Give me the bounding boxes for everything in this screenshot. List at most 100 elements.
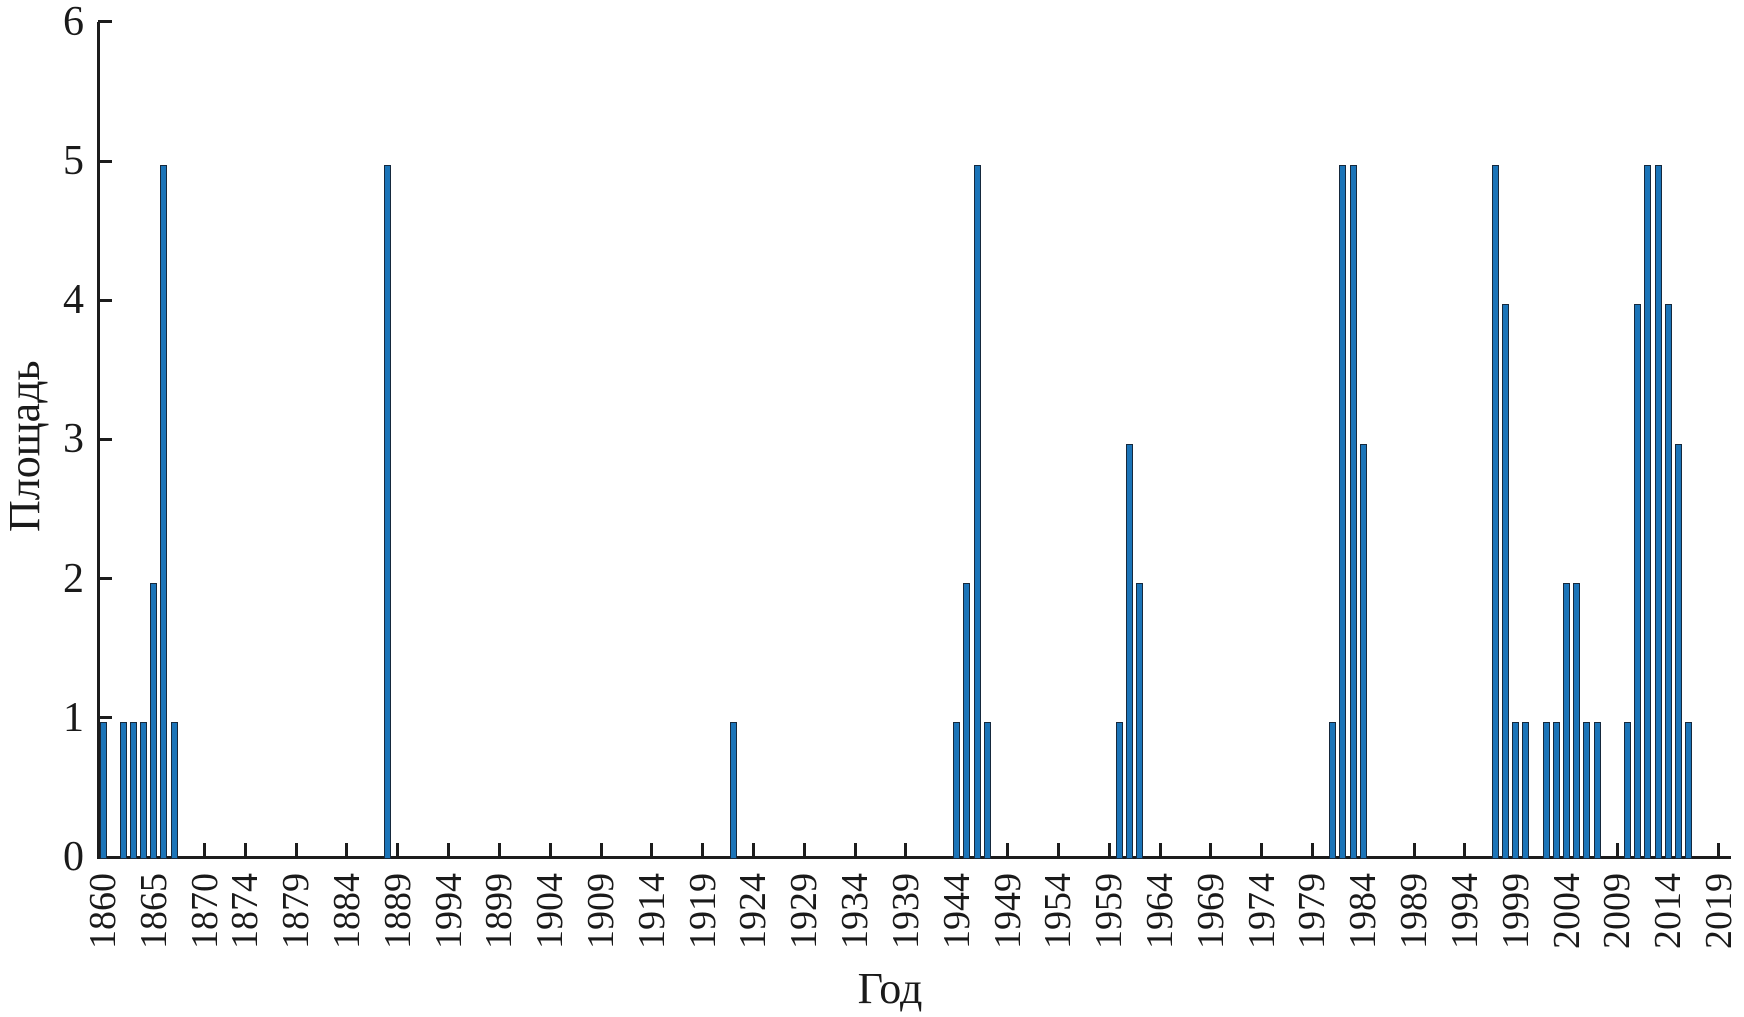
x-tick [243,843,247,857]
x-tick [203,843,207,857]
y-tick [98,716,112,720]
x-tick-label: 1929 [783,873,826,949]
bar [384,165,392,859]
bar [1583,722,1591,859]
x-tick [1412,843,1416,857]
y-tick-label: 3 [63,416,84,463]
bar [1624,722,1632,859]
bar [1674,443,1682,859]
bar [1339,165,1347,859]
y-axis-title: Площадь [0,360,49,532]
y-tick-label: 5 [63,138,84,185]
x-tick [650,843,654,857]
bar [983,722,991,859]
x-tick-label: 1924 [732,873,775,949]
x-tick [1260,843,1264,857]
bar [963,582,971,859]
x-tick [447,843,451,857]
x-tick-label: 1999 [1494,873,1537,949]
x-tick-label: 1964 [1139,873,1181,949]
bar [1644,165,1652,859]
bar [1115,722,1123,859]
bar [1502,304,1510,859]
y-tick [98,298,112,302]
bar [1634,304,1642,859]
x-tick [1056,843,1060,857]
x-tick-label: 1874 [224,873,267,949]
x-tick-label: 1974 [1240,873,1283,949]
y-tick [98,20,112,24]
y-tick-label: 4 [63,277,84,324]
bar [1126,443,1133,859]
y-tick-label: 0 [63,834,84,880]
bar [729,722,737,859]
x-tick-label: 1994 [427,873,470,949]
y-tick [98,159,112,163]
x-tick-label: 1914 [630,873,673,949]
x-tick-label: 1909 [580,873,622,949]
bar [1542,722,1550,859]
x-tick-label: 1949 [986,873,1029,949]
x-tick-label: 1989 [1393,873,1436,949]
x-tick [802,843,806,857]
bar [129,722,137,859]
x-tick-label: 2004 [1545,873,1588,949]
x-tick-label: 1934 [834,873,877,949]
x-tick-label: 2009 [1596,873,1639,949]
x-axis-spine [96,855,1731,859]
y-tick-label: 2 [63,555,84,602]
x-tick-label: 1904 [529,873,572,949]
x-tick-label: 1884 [325,873,368,949]
x-tick [1107,843,1111,857]
x-tick [751,843,755,857]
x-tick-label: 1994 [1443,873,1486,949]
x-tick [1006,843,1010,857]
bar [1329,722,1337,859]
x-tick [396,843,400,857]
y-tick [98,577,112,581]
y-tick-label: 1 [63,694,84,741]
x-tick [294,843,298,857]
bar [973,165,981,859]
bar [150,582,158,859]
bar [1563,582,1571,859]
x-tick-label: 1979 [1291,873,1334,949]
x-tick [1463,843,1467,857]
x-tick-label: 1889 [376,873,419,949]
x-tick-label: 1969 [1189,873,1232,949]
x-tick [497,843,501,857]
bar [1522,722,1530,859]
bar [1552,722,1560,859]
x-tick-label: 1959 [1088,873,1131,949]
x-tick-label: 1984 [1342,873,1385,949]
x-tick-label: 1865 [132,873,175,949]
bar [1593,722,1601,859]
x-tick [548,843,552,857]
x-tick [701,843,705,857]
bar [1349,165,1357,859]
x-tick [1615,843,1619,857]
x-tick-label: 1860 [82,873,124,949]
bar [1573,582,1581,859]
bar [160,165,168,859]
x-tick-label: 1954 [1037,873,1080,949]
bar [1685,722,1692,859]
x-axis-title: Год [857,964,923,1013]
bar [99,722,107,859]
x-tick [853,843,857,857]
x-tick [599,843,603,857]
bar [1359,443,1367,859]
bar [119,722,127,859]
bar [1664,304,1672,859]
x-tick-label: 1870 [183,873,226,949]
x-tick [1310,843,1314,857]
x-tick-label: 1939 [884,873,927,949]
bar [140,722,148,859]
x-tick [1717,843,1721,857]
x-tick-label: 1919 [681,873,724,949]
x-tick [1158,843,1162,857]
x-tick-label: 1879 [275,873,318,949]
bar [1512,722,1520,859]
x-tick [345,843,349,857]
